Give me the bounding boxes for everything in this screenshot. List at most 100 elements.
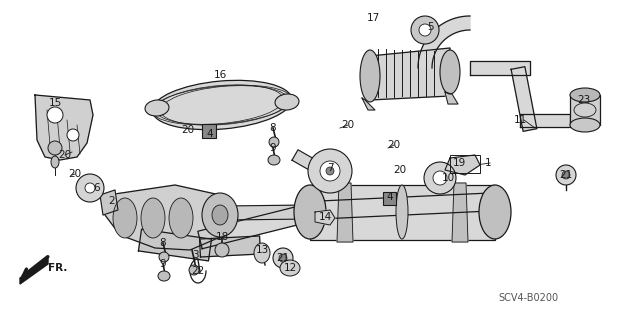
Ellipse shape xyxy=(479,185,511,239)
Text: 20: 20 xyxy=(68,169,81,179)
Ellipse shape xyxy=(145,100,169,116)
Ellipse shape xyxy=(212,205,228,225)
Bar xyxy=(310,185,495,240)
Text: 15: 15 xyxy=(49,98,61,108)
Polygon shape xyxy=(100,190,118,215)
Polygon shape xyxy=(198,201,322,249)
Polygon shape xyxy=(319,193,490,219)
Ellipse shape xyxy=(440,50,460,94)
Ellipse shape xyxy=(320,161,340,181)
Bar xyxy=(202,124,216,138)
Polygon shape xyxy=(520,114,570,127)
Polygon shape xyxy=(445,155,480,175)
Text: 20: 20 xyxy=(58,150,72,160)
Ellipse shape xyxy=(280,260,300,276)
Text: 21: 21 xyxy=(559,170,573,180)
Ellipse shape xyxy=(556,165,576,185)
Ellipse shape xyxy=(159,252,169,262)
Ellipse shape xyxy=(419,24,431,36)
Text: 9: 9 xyxy=(160,259,166,269)
Bar xyxy=(570,95,600,125)
Polygon shape xyxy=(418,16,470,68)
Ellipse shape xyxy=(279,254,287,262)
Text: SCV4-B0200: SCV4-B0200 xyxy=(498,293,558,303)
Text: 10: 10 xyxy=(442,173,454,183)
Polygon shape xyxy=(20,258,48,284)
Polygon shape xyxy=(138,229,212,261)
Polygon shape xyxy=(35,95,93,160)
Ellipse shape xyxy=(269,137,279,147)
Polygon shape xyxy=(511,67,537,131)
Text: 20: 20 xyxy=(394,165,406,175)
Polygon shape xyxy=(312,172,333,194)
Ellipse shape xyxy=(275,94,299,110)
Bar xyxy=(383,192,396,205)
Ellipse shape xyxy=(113,198,137,238)
Ellipse shape xyxy=(562,171,570,179)
Ellipse shape xyxy=(570,88,600,102)
Ellipse shape xyxy=(67,129,79,141)
Ellipse shape xyxy=(215,243,229,257)
Polygon shape xyxy=(225,205,310,220)
Text: 16: 16 xyxy=(213,70,227,80)
Polygon shape xyxy=(470,61,530,75)
Text: 4: 4 xyxy=(387,192,394,202)
Ellipse shape xyxy=(47,107,63,123)
Ellipse shape xyxy=(411,16,439,44)
Text: 23: 23 xyxy=(577,95,591,105)
Ellipse shape xyxy=(169,198,193,238)
Text: 1: 1 xyxy=(484,158,492,168)
Text: 19: 19 xyxy=(452,158,466,168)
Text: 8: 8 xyxy=(269,123,276,133)
Text: 7: 7 xyxy=(326,163,333,173)
Text: 22: 22 xyxy=(191,266,205,276)
Ellipse shape xyxy=(152,80,292,130)
Ellipse shape xyxy=(48,141,62,155)
Ellipse shape xyxy=(268,155,280,165)
Text: 14: 14 xyxy=(318,212,332,222)
Ellipse shape xyxy=(85,183,95,193)
Ellipse shape xyxy=(360,50,380,102)
Text: 17: 17 xyxy=(366,13,380,23)
Text: 5: 5 xyxy=(427,22,433,32)
Polygon shape xyxy=(337,183,353,242)
Polygon shape xyxy=(292,150,333,180)
Ellipse shape xyxy=(202,193,238,237)
Text: FR.: FR. xyxy=(48,263,67,273)
Text: 12: 12 xyxy=(284,263,296,273)
Bar xyxy=(450,155,480,173)
Polygon shape xyxy=(370,48,450,100)
Ellipse shape xyxy=(254,243,270,263)
Polygon shape xyxy=(315,210,335,225)
Text: 6: 6 xyxy=(93,183,100,193)
Text: 4: 4 xyxy=(207,129,213,139)
Ellipse shape xyxy=(141,198,165,238)
Ellipse shape xyxy=(294,185,326,239)
Ellipse shape xyxy=(433,171,447,185)
Text: 13: 13 xyxy=(255,245,269,255)
Ellipse shape xyxy=(158,271,170,281)
Text: 21: 21 xyxy=(276,253,290,263)
Ellipse shape xyxy=(570,118,600,132)
Ellipse shape xyxy=(273,248,293,268)
Ellipse shape xyxy=(189,265,199,275)
Text: 20: 20 xyxy=(341,120,355,130)
Ellipse shape xyxy=(308,149,352,193)
Ellipse shape xyxy=(424,162,456,194)
Text: 8: 8 xyxy=(160,238,166,248)
Polygon shape xyxy=(452,183,468,242)
Text: 11: 11 xyxy=(513,115,527,125)
Polygon shape xyxy=(200,236,260,257)
Text: 20: 20 xyxy=(387,140,401,150)
Text: 2: 2 xyxy=(109,196,115,206)
Polygon shape xyxy=(105,185,235,250)
Text: 18: 18 xyxy=(216,232,228,242)
Ellipse shape xyxy=(326,167,334,175)
Polygon shape xyxy=(362,98,375,110)
Ellipse shape xyxy=(76,174,104,202)
Text: 20: 20 xyxy=(181,125,195,135)
Ellipse shape xyxy=(396,185,408,239)
Ellipse shape xyxy=(51,156,59,168)
Text: 9: 9 xyxy=(269,143,276,153)
Polygon shape xyxy=(445,92,458,104)
